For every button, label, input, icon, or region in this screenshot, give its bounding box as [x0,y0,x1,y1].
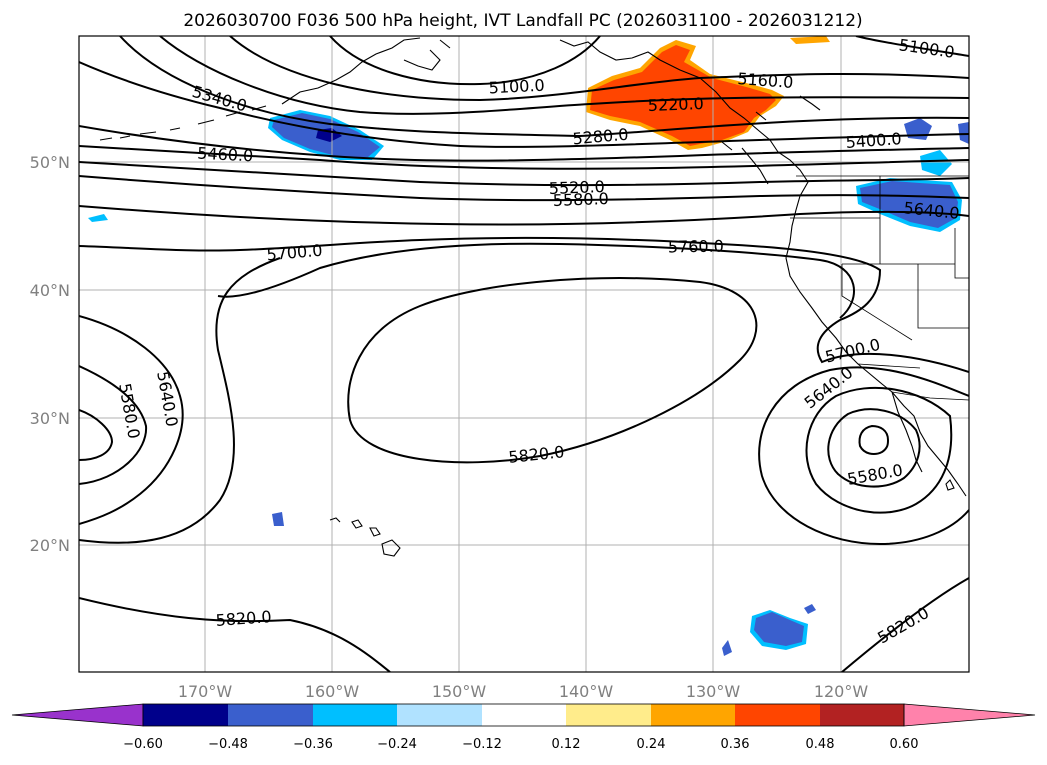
ivt-negative-east-core [860,181,958,228]
colorbar-tick-label: 0.48 [806,737,835,752]
lon-label: 120°W [814,682,869,701]
map-frame [78,35,970,673]
contour-5340 [79,61,969,148]
contour-5640 [79,205,969,226]
lat-label: 30°N [30,409,70,428]
aleutian-islands [99,105,267,141]
map-panel: 5340.0 5100.0 5100.0 5160.0 5220.0 5280.… [78,35,970,673]
latitude-labels: 50°N 40°N 30°N 20°N [30,153,70,555]
colorbar-segment [735,704,820,726]
colorbar-tick-label: −0.48 [208,737,248,752]
ivt-positive-core [590,45,776,146]
colorbar-segment [482,704,566,726]
lon-label: 140°W [559,682,614,701]
colorbar-segment [566,704,651,726]
contour-low-5640 [805,386,953,514]
contour-low-center [858,424,890,455]
contour-label: 5700.0 [266,241,323,265]
contour-5100-east [855,36,969,57]
height-contours [79,36,969,672]
contour-5460 [79,145,969,170]
ivt-negative-south-core [754,612,804,646]
contour-label: 5400.0 [845,129,902,152]
contour-label: 5760.0 [668,237,724,257]
contour-label: 5460.0 [197,144,254,166]
contour-label: 5220.0 [648,94,705,115]
political-borders [790,175,969,401]
figure-title: 2026030700 F036 500 hPa height, IVT Land… [183,11,862,31]
lon-label: 130°W [686,682,741,701]
contour-5820-bottom [79,597,391,672]
colorbar-tick-label: −0.36 [293,737,333,752]
contour-5280 [119,36,969,138]
colorbar-segment [397,704,482,726]
colorbar-tick-label: −0.12 [462,737,502,752]
contour-low-5700 [758,366,969,546]
contour-5580 [79,175,969,202]
contour-5820-inner [347,277,758,464]
contour-5160 [229,36,969,102]
contour-5760 [217,242,855,319]
ivt-positive-small [790,36,830,44]
contour-low-5580 [827,408,921,488]
contour-label: 5820.0 [215,607,272,630]
colorbar-extend-max [903,703,1036,727]
map-background [79,36,969,672]
longitude-labels: 170°W 160°W 150°W 140°W 130°W 120°W [178,682,869,701]
gridlines [79,36,969,672]
contour-5700 [79,236,969,373]
contour-5100 [329,36,601,86]
contour-label: 5100.0 [488,76,545,98]
lon-label: 160°W [305,682,360,701]
ivt-negative-speck4 [88,214,108,222]
colorbar-tick-label: 0.12 [552,737,581,752]
ivt-shading [88,36,969,656]
colorbar-tick-label: −0.24 [377,737,417,752]
contour-5640-west [79,365,148,485]
contour-5220 [159,36,969,115]
lat-label: 40°N [30,281,70,300]
ivt-negative-speck1 [804,604,816,614]
colorbar: −0.60 −0.48 −0.36 −0.24 −0.12 0.12 0.24 … [11,703,1036,752]
contour-label: 5520.0 [549,177,606,198]
ivt-negative-speck2 [722,640,732,656]
colorbar-ticks: −0.60 −0.48 −0.36 −0.24 −0.12 0.12 0.24 … [123,737,918,752]
contour-5820-se [841,577,969,672]
alaska-coast [281,37,771,141]
colorbar-tick-label: −0.60 [123,737,163,752]
lon-label: 150°W [432,682,487,701]
state-borders [790,176,969,369]
lat-label: 50°N [30,153,70,172]
guadalupe-island [945,479,955,491]
lat-label: 20°N [30,536,70,555]
colorbar-extend-min [11,703,144,727]
hawaii [329,517,401,557]
us-mexico-border [891,391,969,401]
contour-5520 [79,161,969,186]
contour-label: 5280.0 [572,125,629,149]
colorbar-tick-label: 0.24 [637,737,666,752]
contour-5760-west [79,315,184,525]
lon-label: 170°W [178,682,233,701]
colorbar-segment [651,704,735,726]
ivt-negative-ne2 [920,150,952,176]
contour-label: 5580.0 [553,189,610,210]
contour-5580-west [79,409,114,461]
colorbar-tick-label: 0.60 [890,737,919,752]
colorbar-frame [142,703,905,727]
colorbar-tick-label: 0.36 [721,737,750,752]
ivt-negative-ne3 [958,122,969,144]
colorbar-segment [228,704,313,726]
colorbar-segment [143,704,228,726]
contour-5820-south [79,257,281,544]
colorbar-segment [313,704,397,726]
colorbar-segment [820,704,904,726]
contour-5400 [79,125,969,162]
contour-label: 5160.0 [737,69,794,92]
ivt-negative-speck3 [272,512,284,526]
